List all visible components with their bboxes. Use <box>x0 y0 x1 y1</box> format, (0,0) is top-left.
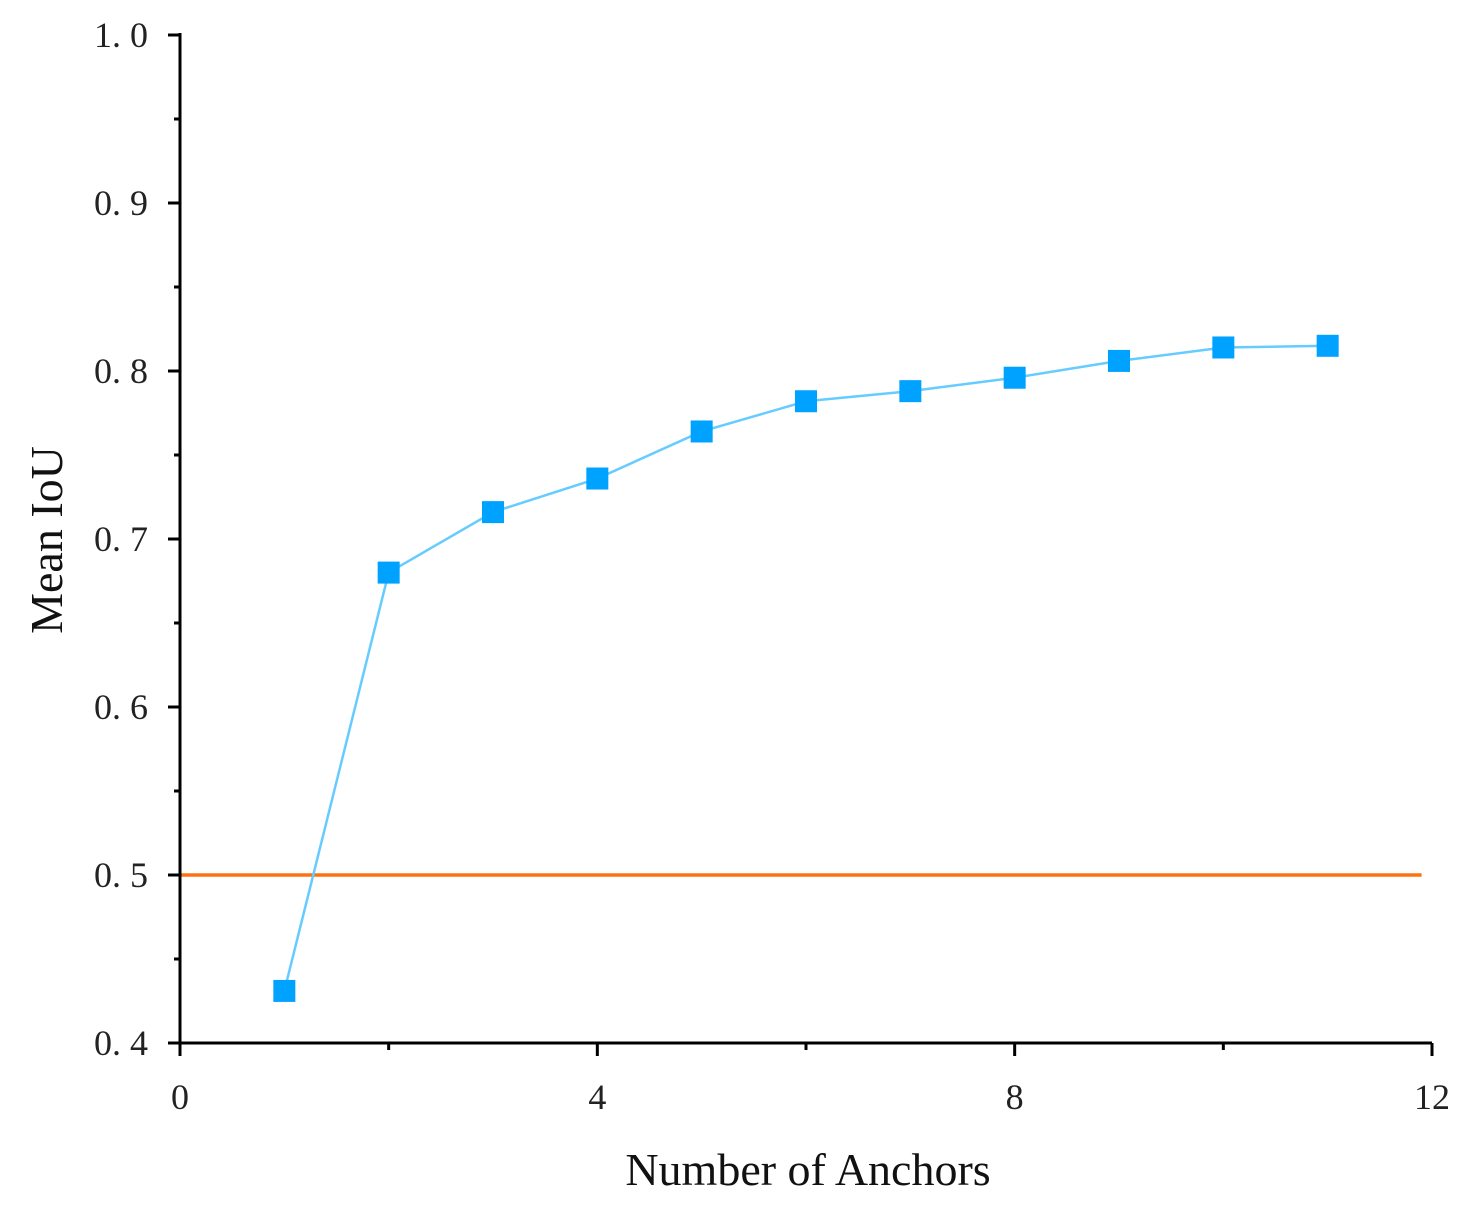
y-tick-label: 0. 9 <box>94 183 148 223</box>
series-line <box>283 344 1328 992</box>
y-tick-label: 1. 0 <box>94 15 148 55</box>
data-point-marker <box>586 467 609 490</box>
data-point-marker <box>1316 334 1339 357</box>
data-point-marker <box>273 979 296 1002</box>
y-tick-label: 0. 5 <box>94 855 148 895</box>
series-layer <box>273 334 1339 1002</box>
data-point-marker <box>690 420 713 443</box>
ticks-layer: 0. 4 0. 5 0. 6 0. 7 0. 8 0. 9 1. 0 0 4 8 12 <box>94 15 1450 1117</box>
x-tick-label: 4 <box>588 1077 606 1117</box>
x-axis-title: Number of Anchors <box>625 1144 990 1195</box>
data-point-marker <box>1108 349 1130 372</box>
y-tick-label: 0. 7 <box>94 519 148 559</box>
data-point-marker <box>795 390 817 413</box>
data-point-marker <box>1212 336 1235 359</box>
x-tick-label: 8 <box>1006 1077 1024 1117</box>
data-point-marker <box>1003 366 1026 389</box>
data-point-marker <box>482 501 504 524</box>
data-point-marker <box>377 561 400 584</box>
y-axis-title: Mean IoU <box>21 446 72 634</box>
y-tick-label: 0. 6 <box>94 687 148 727</box>
y-tick-label: 0. 8 <box>94 351 148 391</box>
x-tick-label: 12 <box>1414 1077 1450 1117</box>
data-point-marker <box>899 380 922 403</box>
x-tick-label: 0 <box>171 1077 189 1117</box>
y-tick-label: 0. 4 <box>94 1023 148 1063</box>
